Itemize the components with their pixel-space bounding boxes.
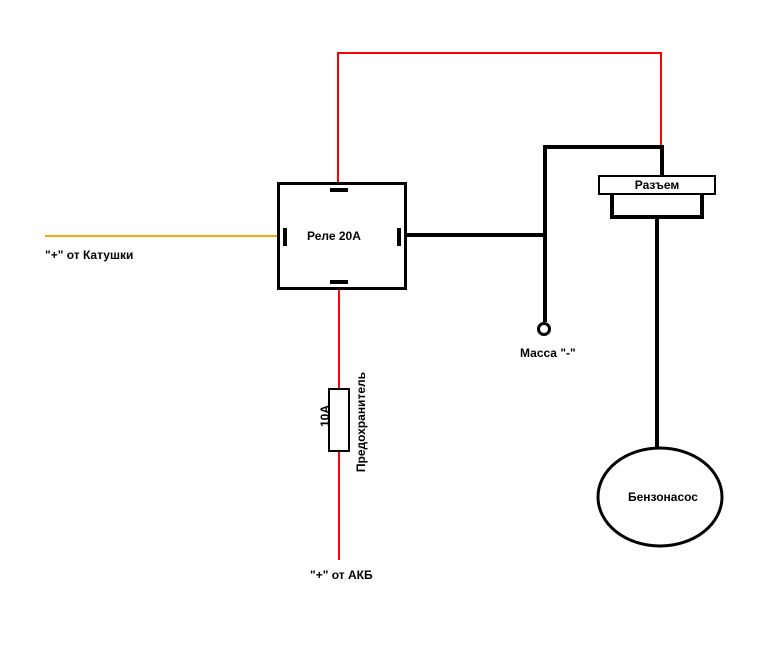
ground-ring xyxy=(537,322,551,336)
relay-pin-left xyxy=(283,228,287,246)
wire-junction-across xyxy=(543,145,664,149)
wire-coil-plus xyxy=(45,235,277,237)
wire-junction-down-to-connector xyxy=(660,145,664,175)
label-akb-plus: "+" от АКБ xyxy=(310,568,373,582)
wire-red-top-vertical-left xyxy=(337,52,339,182)
wire-red-relay-to-fuse xyxy=(338,290,340,388)
wire-ground-drop xyxy=(543,233,547,322)
wire-red-fuse-to-akb xyxy=(338,452,340,560)
wire-relay-out xyxy=(407,233,545,237)
relay-pin-top xyxy=(330,188,348,192)
fuse-name-label: Предохранитель xyxy=(354,372,368,472)
wire-junction-up xyxy=(543,145,547,237)
fuse-amp-label: 10А xyxy=(318,405,332,427)
label-coil-plus: "+" от Катушки xyxy=(45,248,133,262)
pump-label: Бензонасос xyxy=(628,490,698,504)
label-ground: Масса "-" xyxy=(520,346,576,360)
wire-to-pump xyxy=(655,215,659,448)
connector-box: Разъем xyxy=(598,175,716,195)
relay-pin-right xyxy=(397,228,401,246)
wire-connector-branch-left xyxy=(610,195,614,217)
connector-label: Разъем xyxy=(635,178,679,192)
wire-red-top-horizontal xyxy=(337,52,660,54)
relay-pin-bottom xyxy=(330,280,348,284)
wire-connector-branch-right xyxy=(700,195,704,217)
relay-label: Реле 20А xyxy=(307,229,361,243)
